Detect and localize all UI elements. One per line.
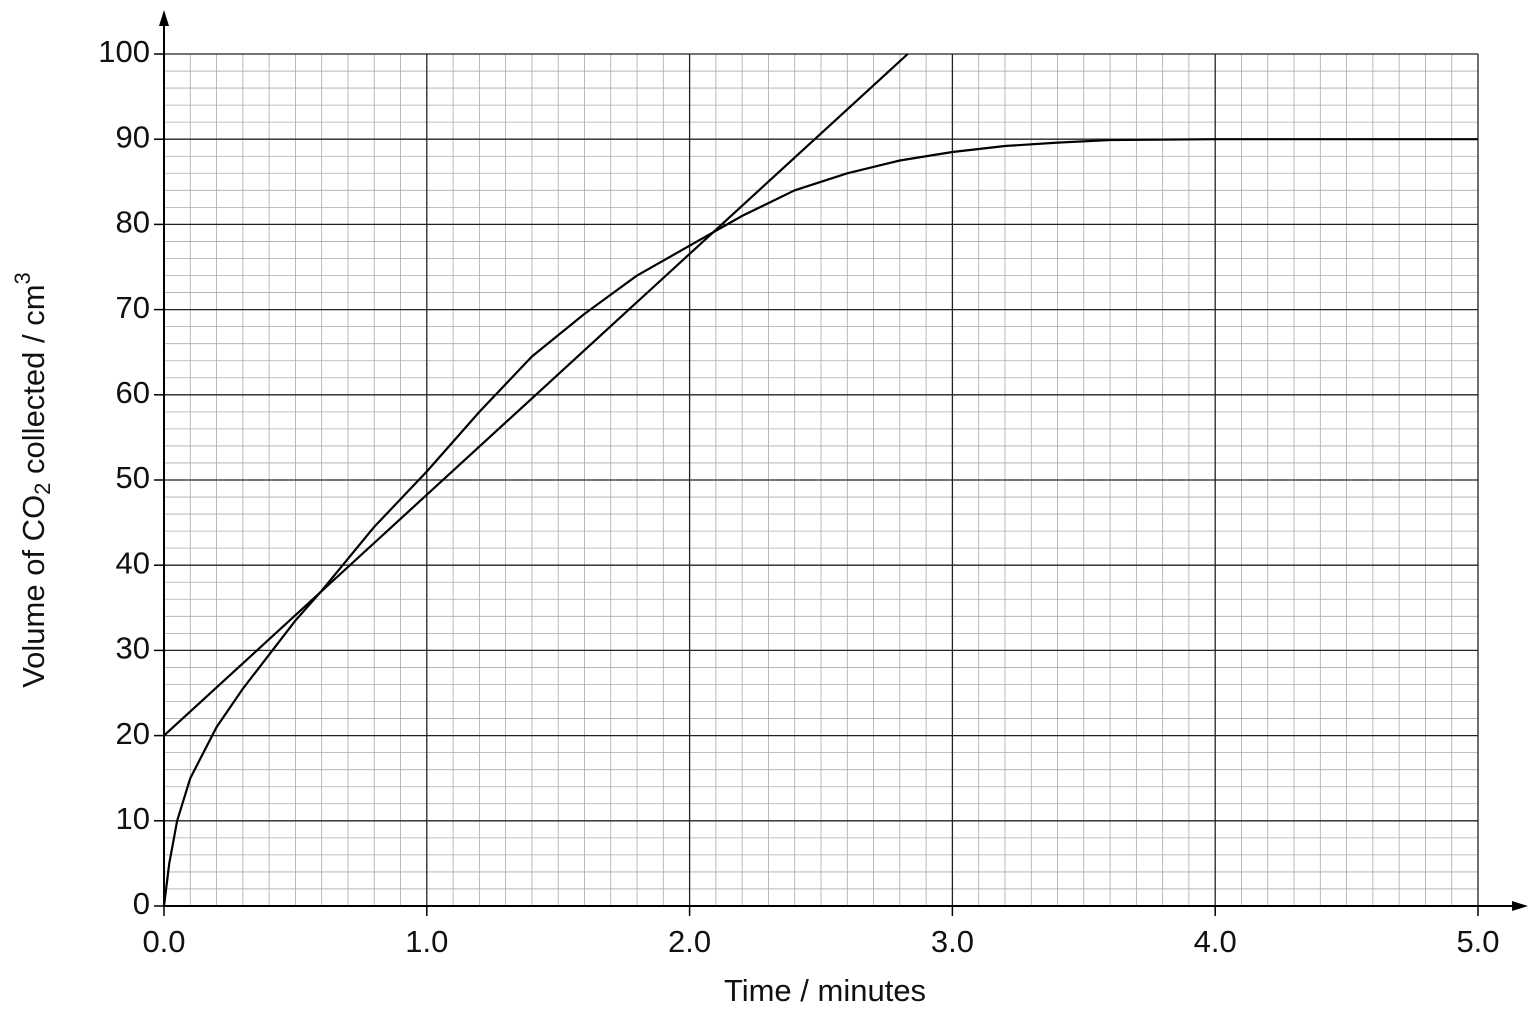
y-tick-label: 60: [116, 375, 150, 410]
x-tick-label: 5.0: [1456, 924, 1499, 959]
line: [162, 138, 1478, 907]
y-tick-label: 50: [116, 460, 150, 495]
y-label-part: Volume of CO: [16, 495, 51, 688]
y-tick-label: 0: [133, 886, 150, 921]
x-tick-label: 0.0: [142, 924, 185, 959]
x-tick-label: 4.0: [1194, 924, 1237, 959]
y-tick-label: 90: [116, 119, 150, 154]
x-tick-label: 2.0: [668, 924, 711, 959]
y-tick-label: 30: [116, 631, 150, 666]
y-axis-arrow: [159, 10, 169, 26]
y-tick-label: 70: [116, 290, 150, 325]
x-tick-label: 1.0: [405, 924, 448, 959]
y-axis-label: Volume of CO2 collected / cm3: [10, 272, 55, 688]
y-tick-label: 40: [116, 545, 150, 580]
y-label-sub: 2: [30, 483, 55, 495]
y-tick-label: 100: [98, 34, 150, 69]
y-label-part: collected / cm: [16, 284, 51, 482]
y-label-sup: 3: [10, 272, 35, 284]
x-tick-label: 3.0: [931, 924, 974, 959]
x-axis-label: Time / minutes: [724, 973, 926, 1008]
line: [163, 53, 909, 737]
x-axis-arrow: [1512, 901, 1528, 911]
y-tick-label: 80: [116, 205, 150, 240]
y-tick-label: 10: [116, 801, 150, 836]
y-tick-label: 20: [116, 716, 150, 751]
